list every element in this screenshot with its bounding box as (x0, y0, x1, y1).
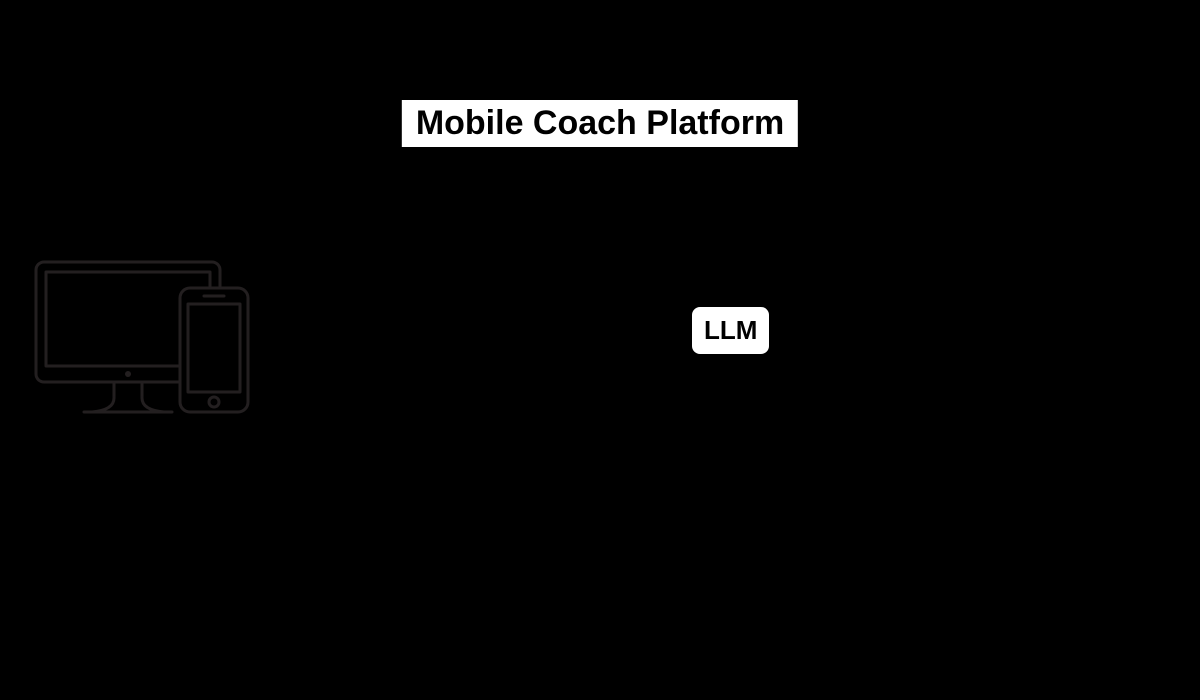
platform-title-box: Mobile Coach Platform (402, 100, 798, 147)
platform-title: Mobile Coach Platform (416, 104, 784, 142)
devices-icon (32, 258, 252, 418)
llm-badge: LLM (692, 307, 769, 354)
llm-badge-label: LLM (704, 315, 757, 345)
